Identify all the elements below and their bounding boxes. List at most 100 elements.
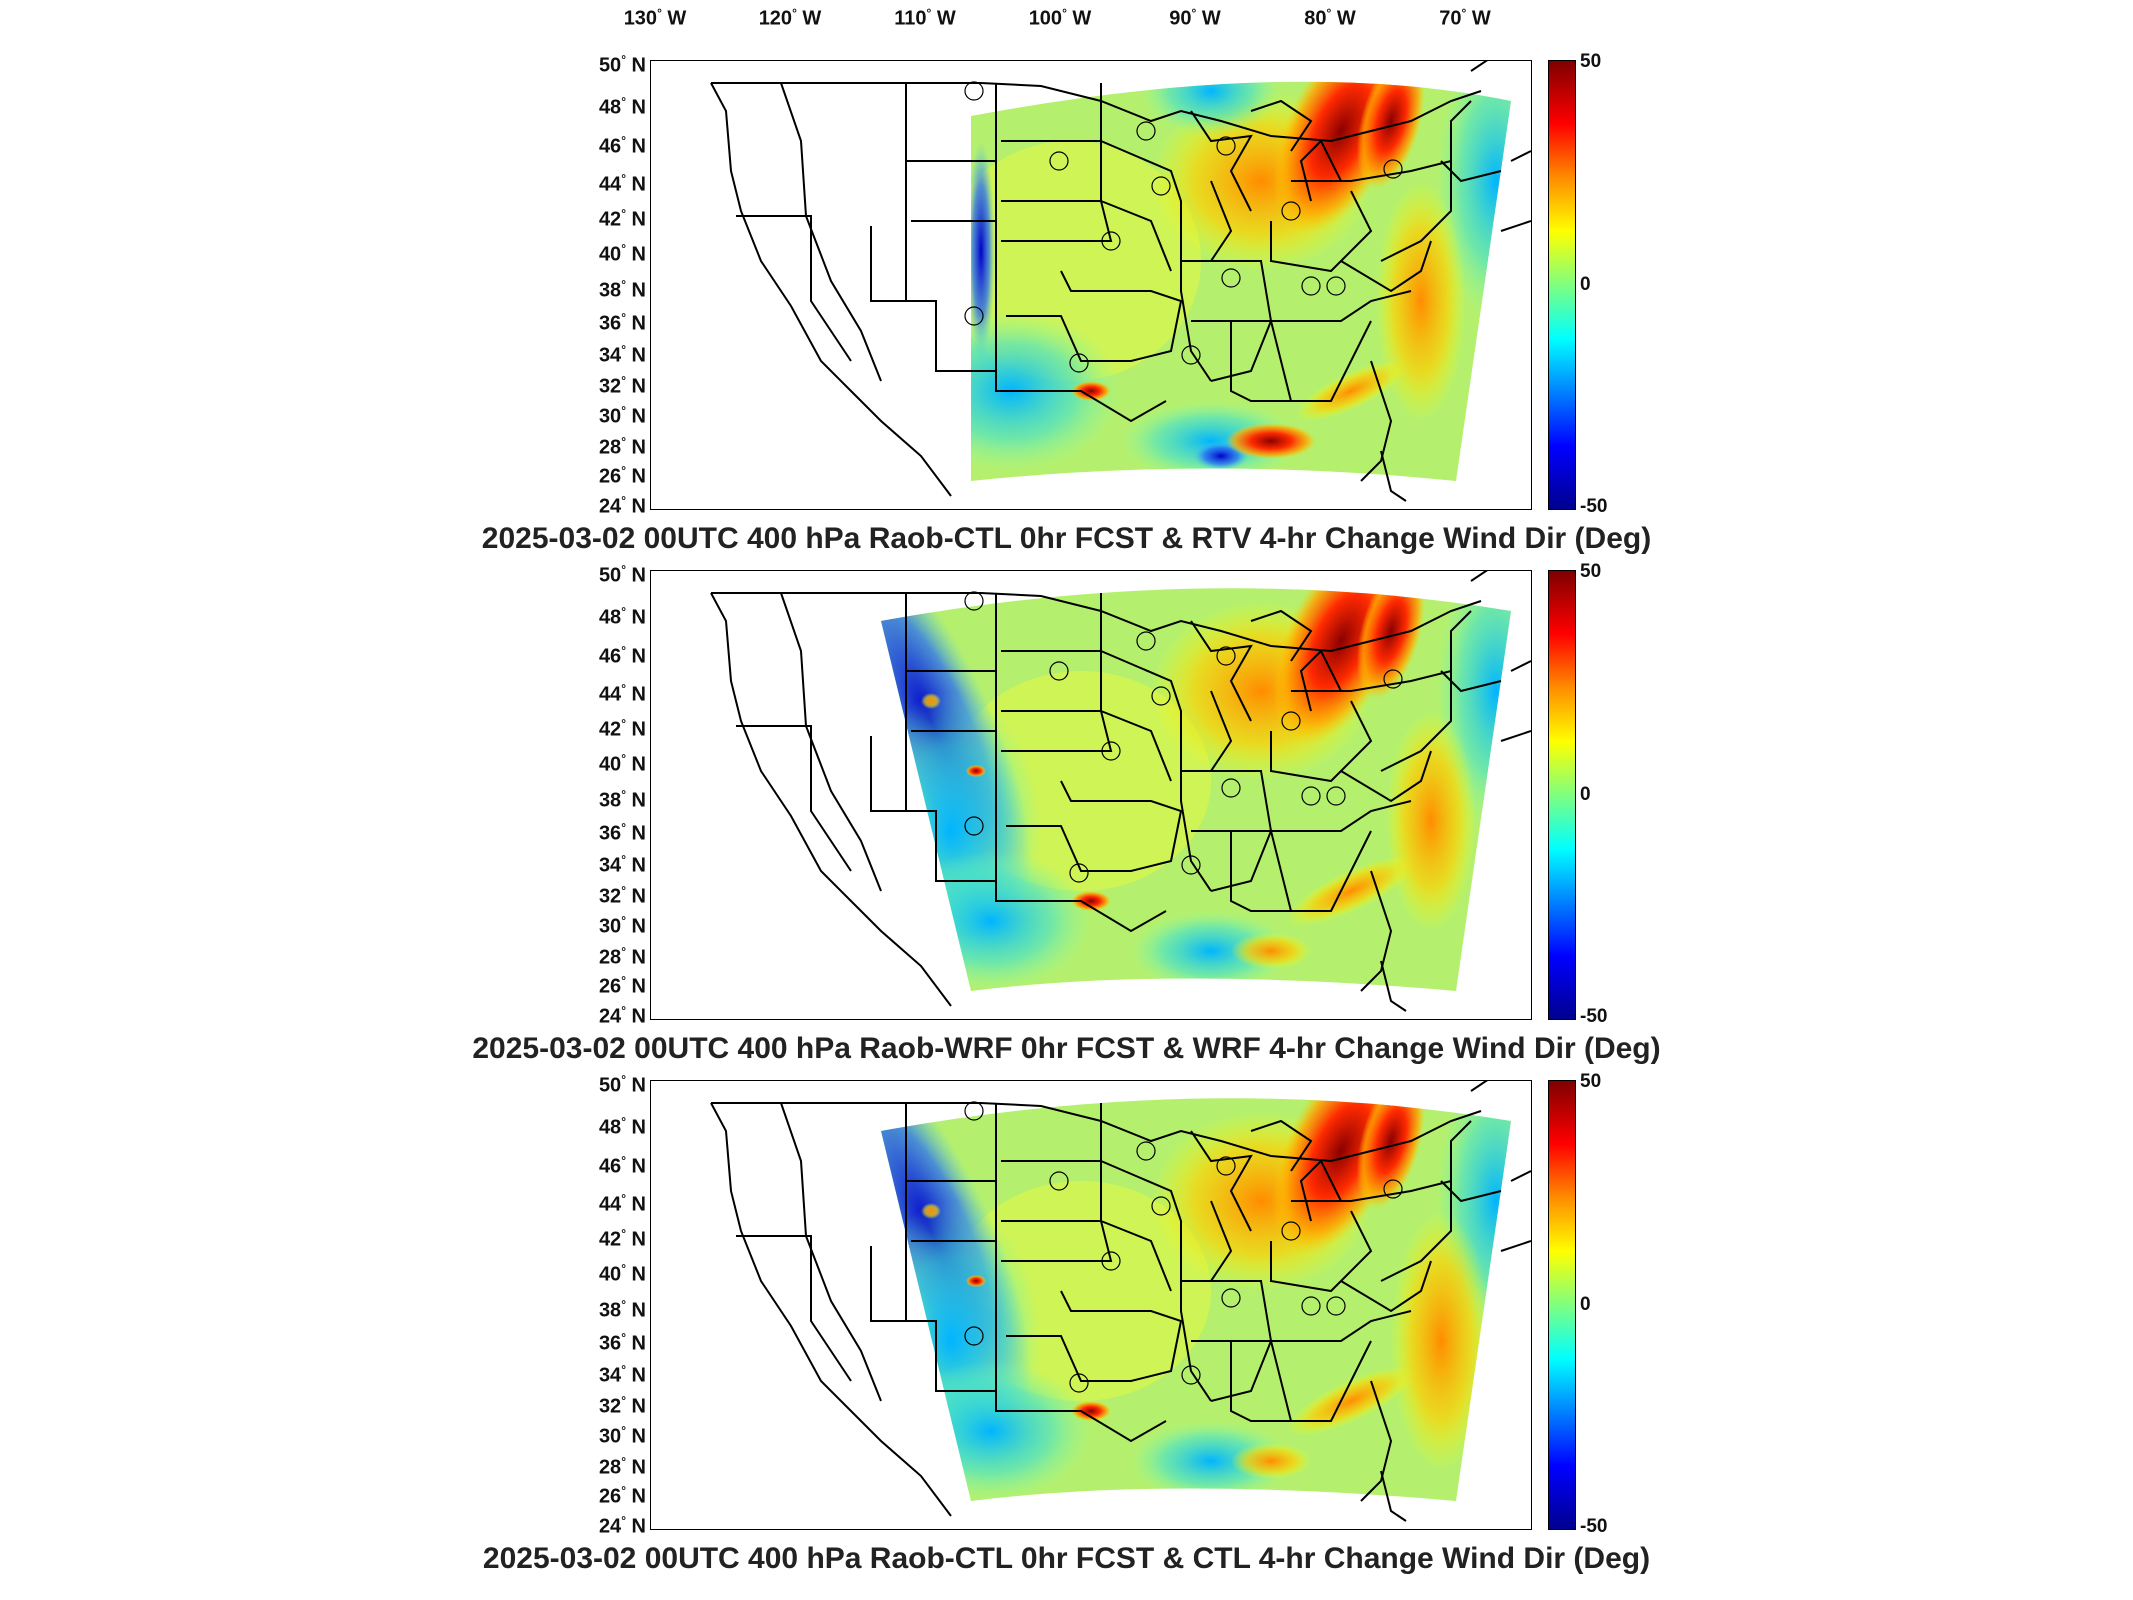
colorbar-max-label: 50 [1580, 1071, 1602, 1092]
raob-station-marker [964, 1101, 984, 1121]
colorbar-mid-label: 0 [1580, 784, 1591, 805]
raob-station-marker [1221, 268, 1241, 288]
raob-station-marker [1151, 176, 1171, 196]
raob-station-marker [1216, 1156, 1236, 1176]
raob-station-marker [1136, 631, 1156, 651]
lat-label: 42° N [598, 716, 646, 741]
lat-label: 34° N [598, 1362, 646, 1387]
lat-label: 30° N [598, 1423, 646, 1448]
raob-station-marker [1069, 863, 1089, 883]
wind-direction-field [881, 588, 1511, 991]
lat-label: 28° N [598, 1454, 646, 1479]
raob-station-marker [1301, 1296, 1321, 1316]
state-boundaries [710, 1081, 1531, 1522]
raob-station-marker [964, 591, 984, 611]
raob-stations [964, 81, 1403, 373]
lat-label: 30° N [598, 403, 646, 428]
lat-label: 48° N [598, 1114, 646, 1139]
raob-station-marker [1301, 786, 1321, 806]
colorbar [1548, 570, 1576, 1020]
lat-label: 40° N [598, 1261, 646, 1286]
lon-label: 90° W [1169, 6, 1221, 30]
raob-station-marker [1151, 686, 1171, 706]
wind-direction-field [971, 81, 1511, 481]
lat-label: 36° N [598, 1330, 646, 1355]
wind-direction-field [881, 1098, 1511, 1501]
map-svg [710, 1081, 1531, 1522]
colorbar-max-label: 50 [1580, 51, 1602, 72]
lon-label: 130° W [623, 6, 687, 30]
lat-label: 46° N [598, 1153, 646, 1178]
raob-station-marker [1049, 151, 1069, 171]
raob-station-marker [1049, 1171, 1069, 1191]
colorbar-min-label: -50 [1580, 496, 1608, 517]
lat-label: 44° N [598, 681, 646, 706]
lat-label: 38° N [598, 1297, 646, 1322]
lat-label: 42° N [598, 206, 646, 231]
raob-station-marker [1069, 353, 1089, 373]
raob-station-marker [964, 1326, 984, 1346]
panel-title: 2025-03-02 00UTC 400 hPa Raob-CTL 0hr FC… [481, 522, 1652, 555]
lat-label: 34° N [598, 342, 646, 367]
raob-station-marker [1101, 741, 1121, 761]
colorbar-min-label: -50 [1580, 1006, 1608, 1027]
state-boundaries [710, 61, 1531, 502]
lat-label: 42° N [598, 1226, 646, 1251]
lat-label: 24° N [598, 1003, 646, 1028]
lat-label: 44° N [598, 1191, 646, 1216]
raob-station-marker [1181, 855, 1201, 875]
raob-station-marker [964, 816, 984, 836]
colorbar-mid-label: 0 [1580, 274, 1591, 295]
lat-label: 28° N [598, 944, 646, 969]
lat-label: 30° N [598, 913, 646, 938]
lat-label: 38° N [598, 787, 646, 812]
raob-station-marker [1326, 1296, 1346, 1316]
lat-label: 24° N [598, 493, 646, 518]
lat-label: 46° N [598, 643, 646, 668]
lat-label: 34° N [598, 852, 646, 877]
map-plot-area [650, 1080, 1532, 1530]
lat-label: 40° N [598, 751, 646, 776]
raob-station-marker [1281, 1221, 1301, 1241]
lat-label: 28° N [598, 434, 646, 459]
raob-stations [964, 591, 1403, 883]
raob-station-marker [1136, 1141, 1156, 1161]
raob-station-marker [1136, 121, 1156, 141]
raob-station-marker [1281, 201, 1301, 221]
lon-label: 70° W [1439, 6, 1491, 30]
lat-label: 50° N [598, 52, 646, 77]
lat-label: 46° N [598, 133, 646, 158]
map-plot-area [650, 60, 1532, 510]
panel-title: 2025-03-02 00UTC 400 hPa Raob-WRF 0hr FC… [472, 1032, 1661, 1065]
raob-station-marker [1216, 136, 1236, 156]
colorbar [1548, 60, 1576, 510]
raob-station-marker [1069, 1373, 1089, 1393]
raob-station-marker [1216, 646, 1236, 666]
raob-station-marker [1326, 786, 1346, 806]
latitude-axis-labels: 50° N 48° N 46° N 44° N 42° N 40° N 38° … [560, 53, 646, 518]
lat-label: 36° N [598, 820, 646, 845]
colorbar-mid-label: 0 [1580, 1294, 1591, 1315]
lat-label: 44° N [598, 171, 646, 196]
raob-station-marker [1326, 276, 1346, 296]
lat-label: 48° N [598, 94, 646, 119]
colorbar-max-label: 50 [1580, 561, 1602, 582]
raob-station-marker [1301, 276, 1321, 296]
state-boundaries [710, 571, 1531, 1012]
lat-label: 36° N [598, 310, 646, 335]
raob-station-marker [1383, 159, 1403, 179]
colorbar [1548, 1080, 1576, 1530]
latitude-axis-labels: 50° N 48° N 46° N 44° N 42° N 40° N 38° … [560, 563, 646, 1028]
raob-stations [964, 1101, 1403, 1393]
raob-station-marker [1181, 1365, 1201, 1385]
lat-label: 32° N [598, 1393, 646, 1418]
raob-station-marker [1151, 1196, 1171, 1216]
lat-label: 50° N [598, 1072, 646, 1097]
lon-label: 110° W [894, 6, 956, 30]
map-svg [710, 571, 1531, 1012]
raob-station-marker [1383, 669, 1403, 689]
lat-label: 32° N [598, 883, 646, 908]
raob-station-marker [1101, 231, 1121, 251]
latitude-axis-labels: 50° N 48° N 46° N 44° N 42° N 40° N 38° … [560, 1073, 646, 1538]
